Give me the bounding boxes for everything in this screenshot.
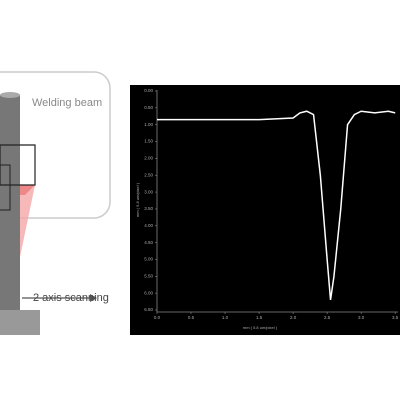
- setup-diagram: Welding beam 2 axis scanning: [0, 71, 111, 335]
- profile-line: [157, 110, 396, 300]
- y-tick-label: 6.00: [144, 290, 153, 295]
- y-tick-label: 4.00: [144, 223, 153, 228]
- y-tick-label: 0.50: [144, 105, 153, 110]
- workpiece: [0, 310, 40, 335]
- y-tick-label: 1.50: [144, 139, 153, 144]
- y-tick-label: 2.50: [144, 172, 153, 177]
- y-tick-label: 5.00: [144, 257, 153, 262]
- x-tick-label: 2.5: [324, 315, 331, 320]
- scanner-frame: [0, 164, 11, 211]
- x-tick-label: 1.0: [222, 315, 229, 320]
- x-tick-label: 0.0: [154, 315, 161, 320]
- plot-background: [130, 85, 400, 335]
- scan-label: 2 axis scanning: [33, 292, 109, 304]
- y-axis-label: mm ( 5.8 um/pixel ): [135, 182, 140, 217]
- x-tick-label: 2.0: [290, 315, 297, 320]
- beam-box: [0, 71, 111, 219]
- beam-label: Welding beam: [32, 97, 102, 109]
- y-tick-label: 3.00: [144, 189, 153, 194]
- x-axis-label: mm ( 5.8 um/pixel ): [243, 325, 278, 330]
- y-tick-label: 6.50: [144, 307, 153, 312]
- optic-frame: [0, 144, 36, 186]
- y-tick-label: 2.00: [144, 156, 153, 161]
- y-tick-label: 4.50: [144, 240, 153, 245]
- x-tick-label: 3.0: [358, 315, 365, 320]
- y-tick-label: 5.50: [144, 273, 153, 278]
- x-tick-label: 1.5: [256, 315, 263, 320]
- y-tick-label: 1.00: [144, 122, 153, 127]
- beam-top: [0, 92, 20, 98]
- x-tick-label: 3.5: [392, 315, 399, 320]
- y-tick-label: 0.00: [144, 88, 153, 93]
- scan-arrow-head: [90, 294, 97, 302]
- y-tick-label: 3.50: [144, 206, 153, 211]
- x-tick-label: 0.5: [188, 315, 195, 320]
